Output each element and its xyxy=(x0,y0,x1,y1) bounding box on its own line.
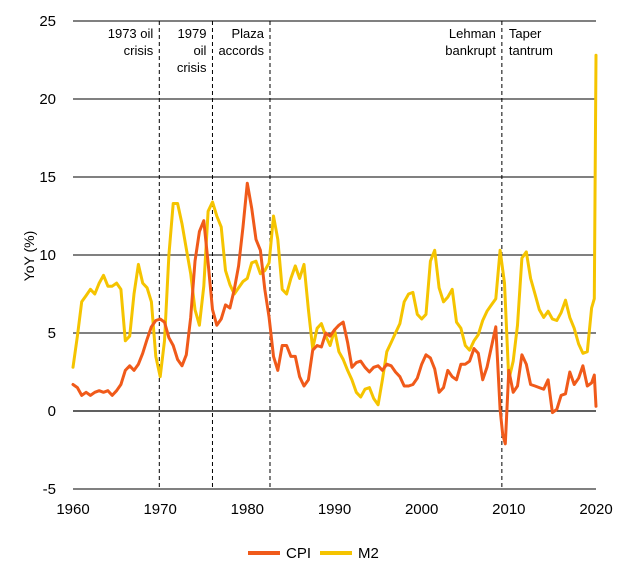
x-tick-label: 2010 xyxy=(492,501,525,518)
gridlines xyxy=(73,20,596,490)
event-label: 1979 xyxy=(178,26,207,41)
x-tick-label: 2000 xyxy=(405,501,438,518)
legend-label-cpi: CPI xyxy=(286,545,311,562)
x-tick-label: 1980 xyxy=(231,501,264,518)
y-tick-label: 0 xyxy=(48,403,56,420)
event-label: Plaza xyxy=(231,26,264,41)
x-tick-label: 2020 xyxy=(579,501,612,518)
event-label: Lehman xyxy=(449,26,496,41)
y-tick-label: 5 xyxy=(48,325,56,342)
legend-label-m2: M2 xyxy=(358,545,379,562)
event-label: oil xyxy=(193,43,206,58)
legend: CPI M2 xyxy=(248,545,379,562)
y-tick-label: -5 xyxy=(43,481,56,498)
event-label: 1973 oil xyxy=(108,26,154,41)
x-tick-label: 1970 xyxy=(143,501,176,518)
tick-labels: -5 0 5 10 15 20 25 1960 1970 1980 1990 2000 2010 2020 xyxy=(39,13,612,518)
y-tick-label: 10 xyxy=(39,247,56,264)
event-label: tantrum xyxy=(509,43,553,58)
y-tick-label: 25 xyxy=(39,13,56,30)
event-label: bankrupt xyxy=(445,43,496,58)
x-tick-label: 1960 xyxy=(56,501,89,518)
event-label: crisis xyxy=(124,43,154,58)
y-tick-label: 15 xyxy=(39,169,56,186)
event-label: Taper xyxy=(509,26,542,41)
y-tick-label: 20 xyxy=(39,91,56,108)
x-tick-label: 1990 xyxy=(318,501,351,518)
series-line-m2 xyxy=(71,53,598,407)
event-label: accords xyxy=(218,43,264,58)
series-lines xyxy=(71,53,598,446)
series-line-cpi xyxy=(71,181,598,446)
event-markers: 1973 oil crisis 1979 oil crisis Plaza accords L… xyxy=(108,21,553,489)
event-label: crisis xyxy=(177,60,207,75)
y-axis-title: YoY (%) xyxy=(21,231,37,282)
